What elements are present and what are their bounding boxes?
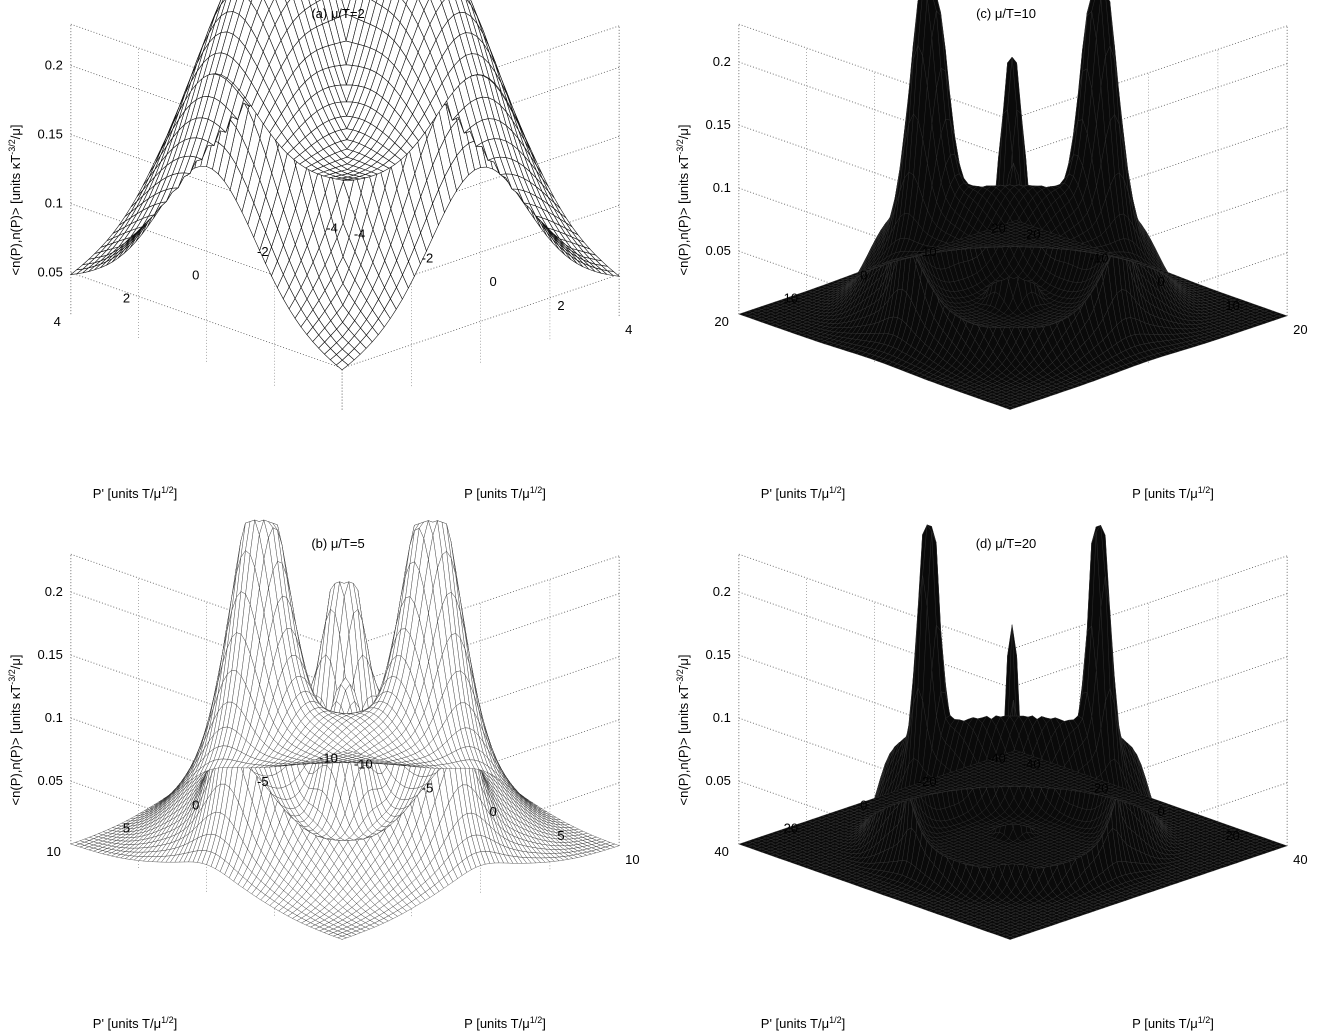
- z-tick-label: 0.05: [38, 265, 63, 280]
- yprime-tick-label: 4: [54, 314, 61, 329]
- z-tick-label: 0.1: [45, 196, 63, 211]
- yprime-tick-label: -2: [257, 244, 269, 259]
- z-tick-label: 0.2: [45, 58, 63, 73]
- yprime-tick-label: 2: [123, 291, 130, 306]
- p-tick-label: 0: [490, 274, 497, 289]
- p-tick-label: -2: [422, 250, 434, 265]
- surface-patch: [341, 179, 354, 182]
- panel-title: (a) μ/T=2: [311, 6, 364, 21]
- p-tick-label: 2: [557, 298, 564, 313]
- z-tick-label: 0.15: [38, 127, 63, 142]
- yprime-tick-label: 0: [192, 267, 199, 282]
- p-tick-label: -4: [354, 226, 366, 241]
- yprime-axis-label: P' [units T/μ1/2]: [93, 485, 177, 501]
- p-tick-label: 4: [625, 322, 632, 337]
- z-axis-label: <n(P),n(P)> [units κT-3/2/μ]: [7, 125, 23, 276]
- yprime-tick-label: -4: [326, 220, 338, 235]
- surface-mesh: [69, 0, 621, 371]
- panel-1: 0.05 0.1 0.15 0.2 -4 -2 0 2 4 -4 -2 0 2 4 (a) μ/T=2 <n(…: [7, 0, 632, 501]
- p-axis-label: P [units T/μ1/2]: [464, 485, 546, 501]
